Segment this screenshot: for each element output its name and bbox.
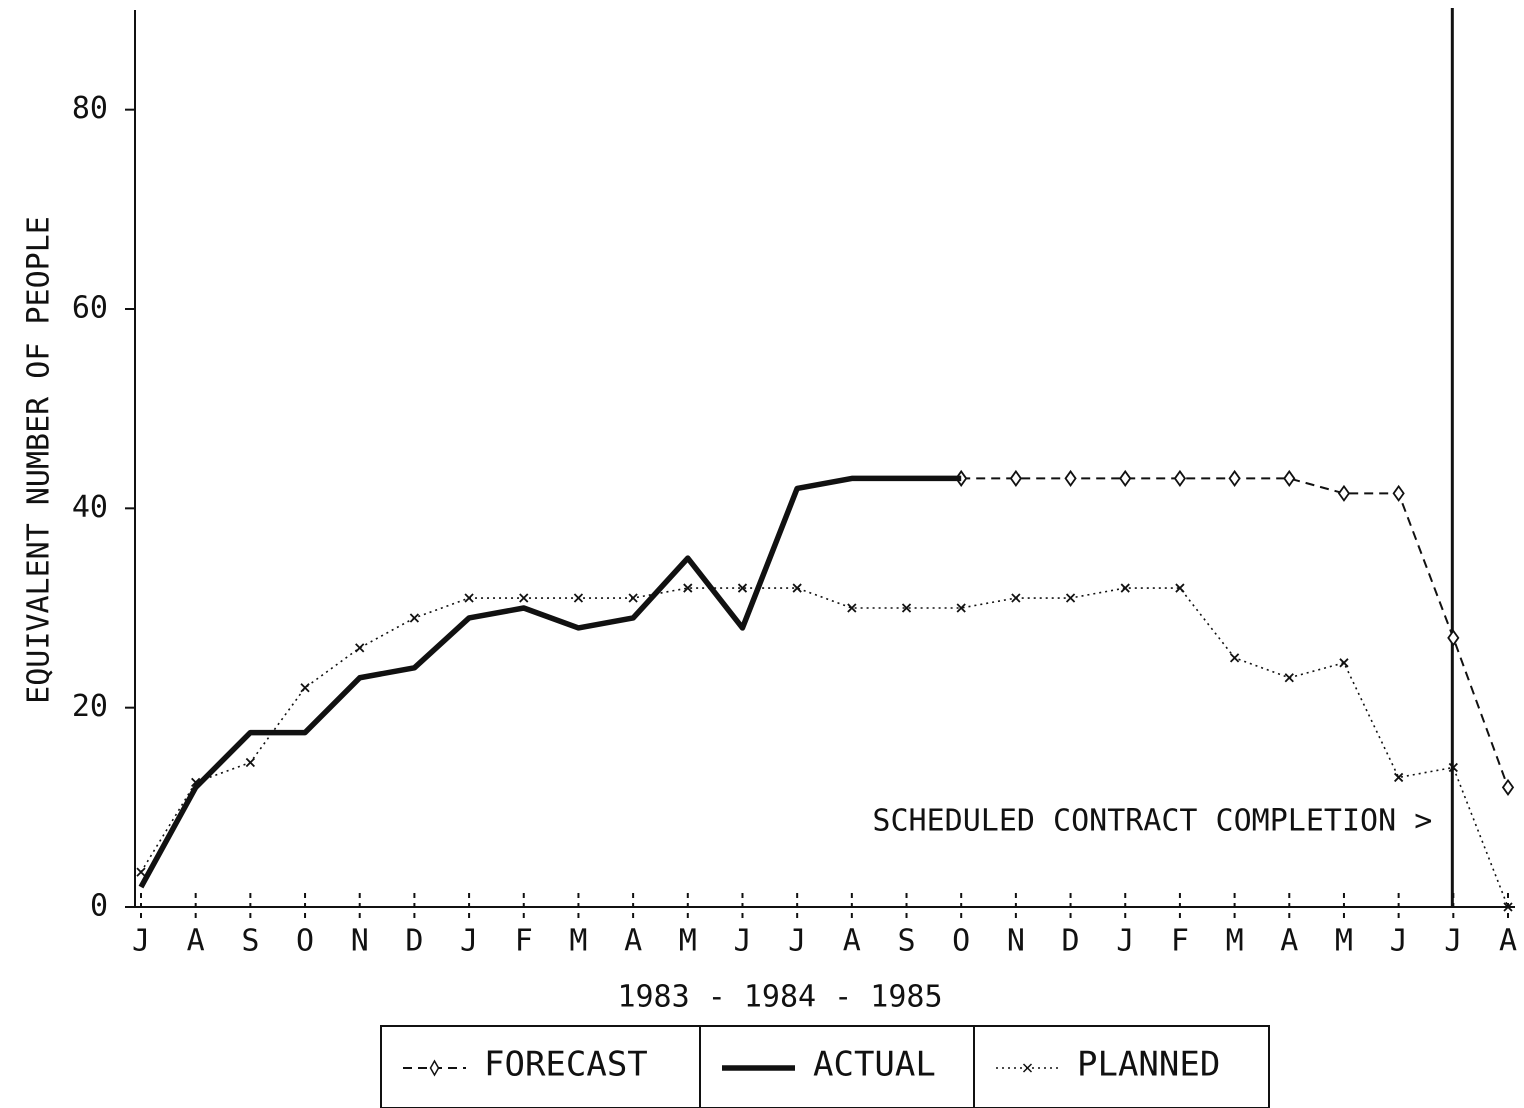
x-tick-label: M (569, 924, 587, 959)
point-marker (847, 603, 857, 613)
point-marker (1228, 469, 1241, 487)
series-line (138, 475, 962, 889)
point-marker (136, 867, 146, 877)
x-tick-label: J (460, 924, 478, 959)
y-tick-label: 20 (72, 689, 108, 724)
series (136, 583, 1513, 912)
point-marker (1337, 484, 1351, 502)
x-tick-label: M (1226, 924, 1244, 959)
point-marker (245, 757, 255, 768)
point-marker (1175, 583, 1185, 593)
x-tick-label: F (1171, 924, 1189, 959)
point-marker (683, 583, 693, 593)
series-line (961, 477, 1509, 788)
legend-label: PLANNED (1077, 1045, 1220, 1085)
point-marker (1501, 778, 1515, 796)
x-tick-label: S (241, 924, 259, 959)
y-tick-label: 40 (72, 490, 108, 525)
legend-marker (429, 1059, 440, 1077)
x-tick-label: O (952, 924, 970, 959)
point-marker (519, 593, 529, 603)
x-tick-label: A (1280, 924, 1298, 959)
series (955, 469, 1515, 796)
point-marker (300, 683, 310, 693)
x-tick-label: J (788, 924, 806, 959)
point-marker (1503, 902, 1513, 912)
x-tick-label: J (1444, 924, 1462, 959)
point-marker (355, 643, 365, 653)
point-marker (464, 593, 474, 603)
legend-label: ACTUAL (813, 1045, 936, 1085)
point-marker (1065, 593, 1076, 603)
x-tick-label: A (187, 924, 205, 959)
point-marker (1119, 469, 1132, 487)
y-tick-label: 0 (90, 889, 108, 924)
point-marker (191, 777, 201, 788)
point-marker (1339, 658, 1349, 668)
y-tick-label: 80 (72, 91, 108, 126)
x-tick-label: A (624, 924, 642, 959)
x-tick-label: D (405, 924, 423, 959)
x-tick-label: S (897, 924, 915, 959)
x-tick-label: J (1390, 924, 1408, 959)
point-marker (1229, 653, 1240, 663)
point-marker (1283, 469, 1296, 487)
x-tick-label: J (733, 924, 751, 959)
point-marker (1394, 772, 1404, 783)
annotation: SCHEDULED CONTRACT COMPLETION > (872, 804, 1432, 839)
point-marker (956, 603, 966, 613)
legend-box (380, 1025, 1270, 1108)
legend (380, 1025, 1270, 1108)
point-marker (1448, 762, 1458, 773)
point-marker (1120, 583, 1130, 593)
point-marker (792, 583, 802, 593)
legend-marker (1022, 1063, 1033, 1073)
y-axis-label: EQUIVALENT NUMBER OF PEOPLE (22, 216, 57, 704)
point-marker (1392, 484, 1405, 502)
point-marker (409, 613, 420, 623)
x-tick-label: F (515, 924, 533, 959)
x-tick-label: M (679, 924, 697, 959)
point-marker (1009, 469, 1022, 487)
point-marker (901, 603, 912, 613)
point-marker (1447, 629, 1460, 647)
point-marker (1064, 469, 1077, 487)
point-marker (1011, 593, 1021, 603)
x-tick-label: D (1062, 924, 1080, 959)
point-marker (737, 583, 748, 593)
x-tick-label: N (351, 924, 369, 959)
x-tick-label: O (296, 924, 314, 959)
x-tick-label: A (1499, 924, 1517, 959)
x-tick-label: N (1007, 924, 1025, 959)
point-marker (1173, 469, 1187, 487)
point-marker (573, 593, 584, 603)
series (138, 475, 962, 889)
y-tick-label: 60 (72, 291, 108, 326)
x-tick-label: A (843, 924, 861, 959)
point-marker (628, 593, 638, 603)
point-marker (1284, 673, 1294, 683)
series-line (140, 587, 1509, 908)
x-tick-label: M (1335, 924, 1353, 959)
x-tick-label: J (132, 924, 150, 959)
legend-label: FORECAST (484, 1045, 648, 1085)
x-axis-label: 1983 - 1984 - 1985 (617, 980, 942, 1015)
x-tick-label: J (1116, 924, 1134, 959)
